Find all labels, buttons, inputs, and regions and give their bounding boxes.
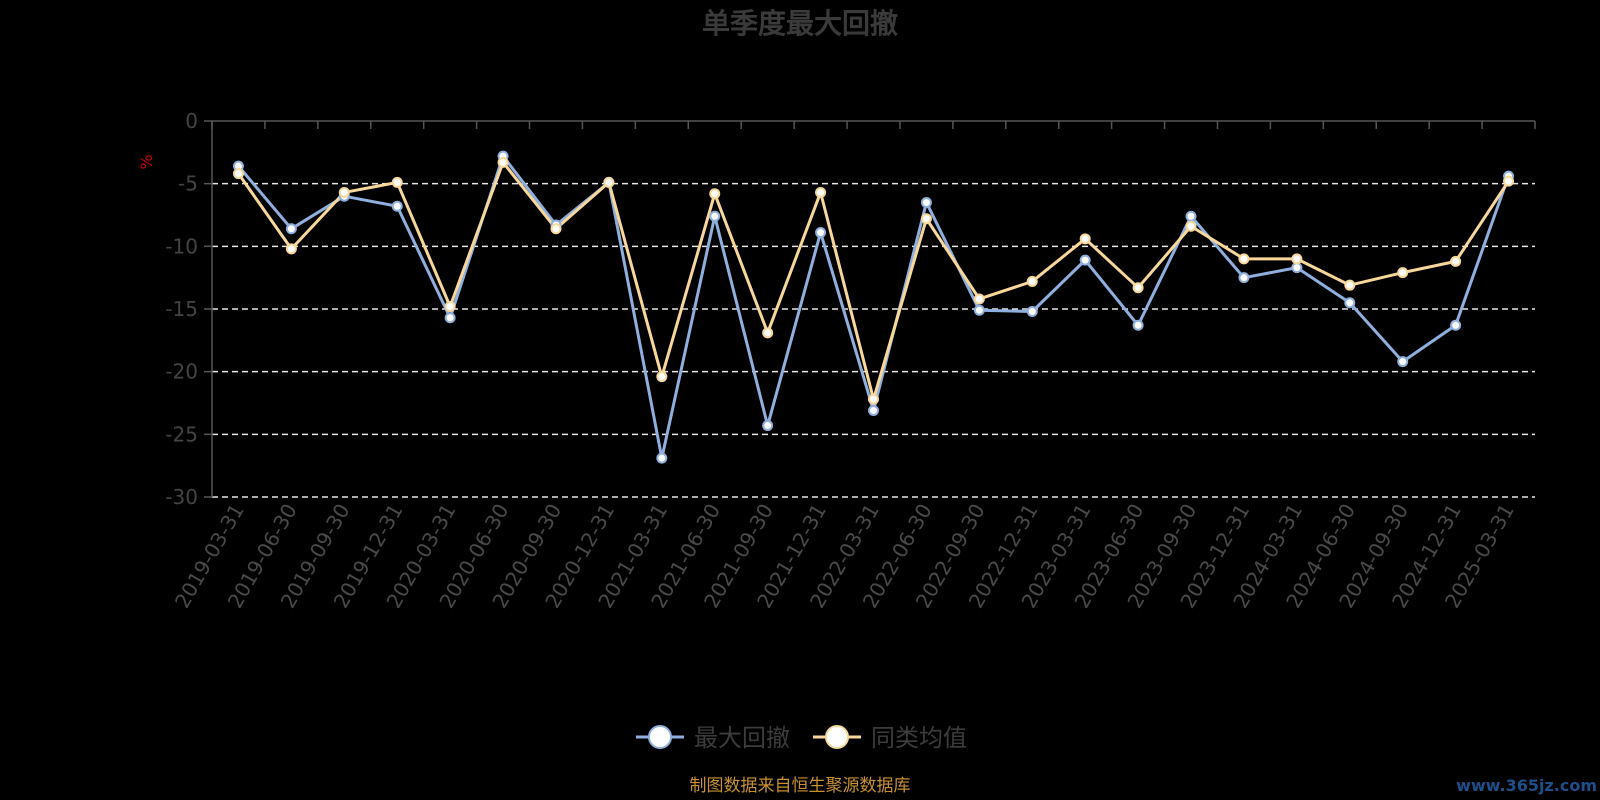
data-point-s2-22[interactable]: [1397, 267, 1409, 279]
data-point-s1-12[interactable]: [868, 405, 879, 417]
legend[interactable]: 最大回撤 同类均值: [636, 724, 967, 752]
data-point-s1-23[interactable]: [1450, 319, 1462, 331]
y-tick-label: -10: [165, 234, 198, 258]
data-point-s1-13[interactable]: [920, 196, 932, 208]
legend-item-2[interactable]: 同类均值: [813, 724, 967, 752]
data-point-s2-2[interactable]: [338, 186, 350, 198]
data-point-s2-19[interactable]: [1238, 253, 1250, 265]
legend-item-1[interactable]: 最大回撤: [636, 724, 790, 752]
data-point-s1-16[interactable]: [1079, 254, 1091, 266]
y-tick-label: -20: [165, 360, 198, 384]
y-tick-label: -25: [165, 422, 198, 446]
data-point-s2-5[interactable]: [497, 156, 509, 168]
y-axis-unit: %: [137, 154, 156, 169]
legend-label: 同类均值: [871, 724, 967, 752]
data-point-s2-10[interactable]: [762, 327, 774, 339]
y-tick-label: -30: [165, 485, 198, 509]
data-point-s1-14[interactable]: [973, 304, 985, 316]
data-point-s2-20[interactable]: [1291, 253, 1303, 265]
source-note: 制图数据来自恒生聚源数据库: [690, 776, 911, 796]
data-point-s2-7[interactable]: [603, 176, 615, 188]
data-point-s1-9[interactable]: [709, 210, 721, 222]
data-point-s1-22[interactable]: [1397, 356, 1409, 368]
legend-label: 最大回撤: [694, 724, 790, 752]
y-tick-label: 0: [185, 109, 198, 133]
data-point-s2-1[interactable]: [285, 243, 297, 255]
data-point-s2-11[interactable]: [815, 186, 827, 198]
chart-title: 单季度最大回撤: [702, 7, 898, 40]
data-point-s2-24[interactable]: [1503, 175, 1515, 187]
data-point-s1-3[interactable]: [391, 200, 403, 212]
data-point-s2-12[interactable]: [868, 393, 879, 405]
data-point-s1-10[interactable]: [762, 420, 774, 432]
data-point-s1-21[interactable]: [1344, 297, 1356, 309]
data-point-s2-16[interactable]: [1079, 233, 1091, 245]
data-point-s2-6[interactable]: [550, 223, 562, 235]
data-point-s1-1[interactable]: [285, 223, 297, 235]
y-tick-label: -15: [165, 297, 198, 321]
data-point-s2-4[interactable]: [444, 300, 456, 312]
watermark: www.365jz.com: [1456, 776, 1597, 795]
data-point-s2-23[interactable]: [1450, 255, 1462, 267]
data-point-s2-13[interactable]: [920, 213, 932, 225]
data-point-s2-18[interactable]: [1185, 220, 1197, 232]
data-point-s2-8[interactable]: [656, 371, 668, 383]
data-point-s2-17[interactable]: [1132, 282, 1144, 294]
data-point-s2-15[interactable]: [1026, 275, 1038, 287]
series-layer: [232, 150, 1515, 464]
data-point-s1-4[interactable]: [444, 312, 456, 324]
data-point-s1-15[interactable]: [1026, 306, 1038, 318]
data-point-s1-11[interactable]: [815, 227, 827, 239]
data-point-s1-20[interactable]: [1291, 262, 1303, 274]
y-tick-label: -5: [178, 172, 198, 196]
axis-layer: 0-5-10-15-20-25-302019-03-312019-06-3020…: [165, 109, 1536, 612]
data-point-s1-18[interactable]: [1185, 210, 1197, 222]
data-point-s1-8[interactable]: [656, 452, 668, 464]
data-point-s2-3[interactable]: [391, 176, 403, 188]
data-point-s1-19[interactable]: [1238, 272, 1250, 284]
data-point-s2-14[interactable]: [973, 293, 985, 305]
legend-swatch-marker: [648, 725, 672, 749]
grid-layer: [212, 182, 1535, 498]
data-point-s2-0[interactable]: [232, 168, 244, 180]
data-point-s2-21[interactable]: [1344, 279, 1356, 291]
data-point-s2-9[interactable]: [709, 188, 721, 200]
data-point-s1-17[interactable]: [1132, 319, 1144, 331]
legend-swatch-marker: [825, 725, 849, 749]
